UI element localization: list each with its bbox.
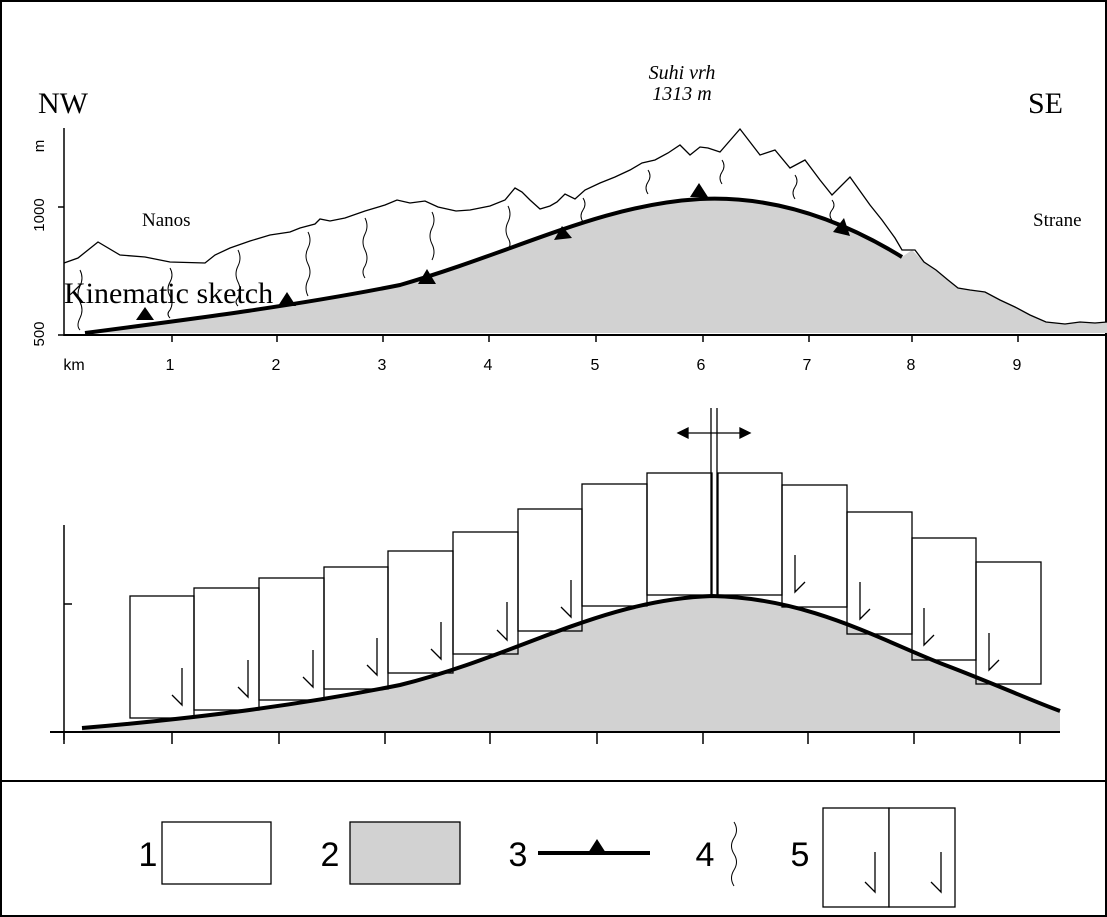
- fault-block: [975, 561, 1042, 685]
- fault-block: [846, 511, 913, 635]
- direction-se: SE: [1028, 87, 1063, 120]
- x-tick-label: 1: [166, 357, 175, 374]
- place-nanos: Nanos: [142, 210, 191, 231]
- down-arrow: [988, 633, 1000, 672]
- thrust-fault-line: [84, 196, 904, 335]
- y-axis-unit: m: [31, 140, 48, 153]
- extension-symbol: [676, 408, 752, 595]
- thrust-tooth: [278, 292, 296, 306]
- thrust-tooth: [418, 269, 436, 284]
- y-tick-label-1000: 1000: [31, 198, 48, 231]
- sketch-title: Kinematic sketch: [64, 277, 273, 310]
- fault-block: [781, 484, 848, 608]
- fault-block: [517, 508, 583, 632]
- legend-number-1: 1: [139, 836, 158, 874]
- wavy-line: [235, 249, 241, 307]
- legend-number-4: 4: [696, 836, 715, 874]
- wavy-line: [829, 199, 835, 221]
- wavy-line: [719, 159, 725, 185]
- fault-block: [646, 472, 713, 596]
- wavy-line: [77, 269, 83, 331]
- legend-symbol-wavy-line: [731, 821, 737, 887]
- down-arrow: [923, 608, 935, 647]
- fault-block: [258, 577, 325, 701]
- profile-core-fill: [85, 198, 1107, 333]
- wavy-line: [505, 205, 511, 251]
- peak-elevation: 1313 m: [652, 83, 711, 105]
- profile-panel: NW SE Suhi vrh 1313 m Nanos Strane m 500…: [31, 62, 1107, 374]
- wavy-line: [167, 267, 173, 319]
- wavy-line: [305, 231, 311, 297]
- x-tick-label: 3: [378, 357, 387, 374]
- wavy-line: [362, 217, 368, 279]
- legend-thrust-tooth: [588, 839, 606, 853]
- fault-block: [193, 587, 260, 711]
- down-arrow: [366, 638, 378, 677]
- legend-symbol-gray-box: [349, 821, 461, 885]
- x-tick-label: 9: [1013, 357, 1022, 374]
- kinematic-sketch-panel: Kinematic sketch: [50, 277, 1061, 744]
- down-arrow: [171, 668, 183, 707]
- legend-symbol-block-right: [888, 807, 956, 908]
- fault-blocks: [129, 472, 1042, 719]
- peak-name: Suhi vrh: [649, 62, 716, 84]
- topography-line: [63, 127, 1107, 325]
- legend-number-2: 2: [321, 836, 340, 874]
- sketch-x-ticks: [63, 732, 1021, 744]
- legend-number-3: 3: [509, 836, 528, 874]
- x-ticks: [171, 335, 1019, 342]
- fault-block: [323, 566, 389, 690]
- legend-down-arrow: [864, 852, 876, 894]
- down-arrow: [794, 555, 806, 594]
- fault-block: [129, 595, 195, 719]
- fault-block: [911, 537, 977, 661]
- wavy-line: [429, 211, 435, 261]
- arrow-head-left: [676, 426, 689, 440]
- x-tick-label: 7: [803, 357, 812, 374]
- down-arrow: [237, 660, 249, 699]
- thrust-tooth: [554, 226, 572, 240]
- place-strane: Strane: [1033, 210, 1082, 231]
- x-tick-labels: 1 2 3 4 5 6 7 8 9: [166, 357, 1022, 374]
- y-tick-label-500: 500: [31, 321, 48, 346]
- down-arrow: [496, 602, 508, 642]
- down-arrow: [430, 622, 442, 661]
- wavy-line: [645, 169, 651, 195]
- legend: 1 2 3 4 5: [139, 807, 956, 908]
- down-arrow: [859, 582, 871, 621]
- thrust-tooth: [136, 307, 154, 320]
- wavy-line: [580, 197, 586, 223]
- down-arrow: [302, 650, 314, 689]
- x-tick-label: 8: [907, 357, 916, 374]
- x-tick-label: 2: [272, 357, 281, 374]
- sketch-fault-line: [81, 593, 1061, 730]
- thrust-tooth: [690, 183, 708, 197]
- down-throw-arrows: [171, 555, 1000, 707]
- fault-block: [452, 531, 519, 655]
- sketch-core-fill: [82, 596, 1060, 732]
- x-tick-label: 5: [591, 357, 600, 374]
- legend-down-arrow: [930, 852, 942, 894]
- x-tick-label: 6: [697, 357, 706, 374]
- down-arrow: [560, 580, 572, 619]
- legend-symbol-white-box: [161, 821, 272, 885]
- thrust-tooth: [833, 218, 850, 236]
- wavy-lines: [77, 159, 835, 331]
- fault-block: [717, 472, 783, 596]
- legend-symbol-block-left: [822, 807, 890, 908]
- legend-number-5: 5: [791, 836, 810, 874]
- fault-block: [581, 483, 648, 607]
- arrow-head-right: [739, 426, 752, 440]
- wavy-line: [792, 174, 798, 200]
- fault-block: [387, 550, 454, 674]
- x-axis-unit: km: [63, 357, 84, 374]
- direction-nw: NW: [38, 87, 89, 120]
- x-tick-label: 4: [484, 357, 493, 374]
